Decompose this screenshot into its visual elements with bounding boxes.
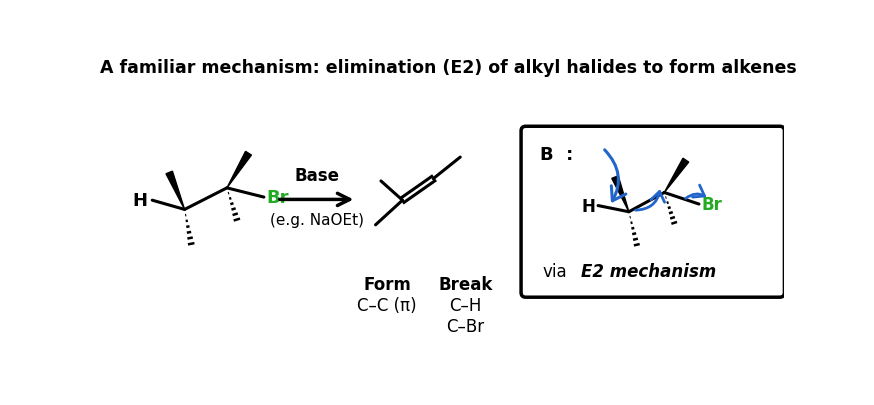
Polygon shape: [664, 159, 689, 193]
Text: C–Br: C–Br: [447, 318, 485, 335]
Text: Br: Br: [701, 196, 722, 213]
Polygon shape: [227, 152, 252, 188]
FancyBboxPatch shape: [521, 127, 785, 297]
Text: Break: Break: [439, 275, 493, 293]
Text: (e.g. NaOEt): (e.g. NaOEt): [270, 212, 364, 227]
Polygon shape: [612, 176, 629, 212]
FancyArrowPatch shape: [686, 185, 704, 199]
Text: via: via: [543, 262, 567, 281]
Text: C–H: C–H: [449, 296, 482, 314]
Text: A familiar mechanism: elimination (E2) of alkyl halides to form alkenes: A familiar mechanism: elimination (E2) o…: [100, 60, 796, 77]
FancyArrowPatch shape: [605, 150, 626, 201]
Text: E2 mechanism: E2 mechanism: [581, 262, 717, 281]
Text: H: H: [581, 197, 595, 215]
Text: C–C (π): C–C (π): [357, 296, 417, 314]
Text: Form: Form: [364, 275, 411, 293]
Polygon shape: [166, 172, 184, 210]
Text: Base: Base: [295, 166, 339, 185]
Text: B  :: B :: [539, 145, 572, 163]
Text: Br: Br: [267, 189, 288, 207]
Text: H: H: [133, 192, 148, 210]
FancyArrowPatch shape: [635, 192, 664, 211]
